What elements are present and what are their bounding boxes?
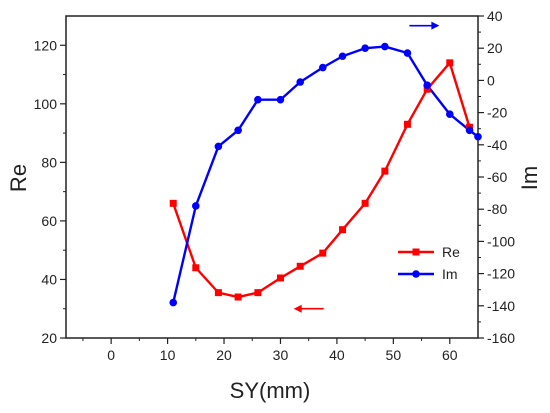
x-tick-label: 0 <box>107 347 115 363</box>
data-point-re <box>446 59 454 67</box>
data-point-re <box>339 226 347 234</box>
y-axis-right-title: Im <box>517 166 542 190</box>
y-right-tick-label: -60 <box>487 169 507 185</box>
data-point-im <box>423 81 432 90</box>
data-point-im <box>338 52 347 61</box>
series-line-im <box>172 45 479 303</box>
data-point-re <box>319 249 327 257</box>
y-right-tick-label: -20 <box>487 105 507 121</box>
y-left-tick-label: 100 <box>34 96 58 112</box>
series-markers-layer <box>169 42 482 307</box>
y-right-tick-label: 20 <box>487 40 503 56</box>
data-point-re <box>169 199 177 207</box>
x-tick-label: 20 <box>216 347 232 363</box>
data-point-re <box>361 199 369 207</box>
arrow-head-im <box>431 21 440 30</box>
x-tick-label: 30 <box>273 347 289 363</box>
y-right-tick-label: -140 <box>487 298 515 314</box>
x-tick-label: 10 <box>160 347 176 363</box>
data-point-im <box>234 126 242 135</box>
data-point-im <box>296 78 305 86</box>
y-axis-left-title: Re <box>6 164 31 192</box>
y-right-tick-label: -80 <box>487 201 507 217</box>
data-point-re <box>381 167 389 175</box>
data-point-im <box>474 132 482 141</box>
data-point-im <box>361 44 369 52</box>
data-point-im <box>192 202 200 210</box>
data-point-im <box>465 126 474 135</box>
y-right-tick-label: 0 <box>487 72 495 88</box>
data-point-re <box>296 262 304 270</box>
plot-frame <box>65 15 479 339</box>
series-lines-layer <box>172 45 479 303</box>
y-left-tick-label: 60 <box>41 213 57 229</box>
y-left-tick-label: 120 <box>34 37 58 53</box>
data-point-re <box>234 293 242 301</box>
data-point-re <box>214 289 222 297</box>
arrow-head-re <box>293 304 302 313</box>
data-point-re <box>423 85 431 93</box>
legend-label-im: Im <box>442 266 458 282</box>
x-tick-label: 50 <box>386 347 402 363</box>
data-point-im <box>276 95 285 104</box>
annotation-layer <box>293 21 440 313</box>
y-left-tick-label: 20 <box>41 330 57 346</box>
y-right-tick-label: -160 <box>487 330 515 346</box>
data-point-im <box>403 49 412 57</box>
x-axis-title: SY(mm) <box>230 378 311 403</box>
data-point-im <box>169 298 178 307</box>
legend-swatch-marker-re <box>412 248 420 256</box>
x-tick-label: 60 <box>442 347 458 363</box>
y-right-tick-label: -120 <box>487 266 515 282</box>
x-tick-label: 40 <box>329 347 345 363</box>
legend-label-re: Re <box>442 244 460 260</box>
data-point-re <box>403 120 411 128</box>
data-point-im <box>318 63 327 72</box>
series-line-re <box>172 61 471 299</box>
data-point-re <box>192 264 200 272</box>
data-point-im <box>381 42 389 51</box>
data-point-im <box>254 95 262 104</box>
data-point-im <box>445 110 454 119</box>
y-right-tick-label: 40 <box>487 8 503 24</box>
plot-frame-layer <box>65 15 479 339</box>
legend: Re Im <box>398 244 460 282</box>
y-right-tick-label: -100 <box>487 233 515 249</box>
legend-swatch-marker-im <box>412 270 420 278</box>
data-point-im <box>214 142 223 151</box>
data-point-re <box>276 274 284 282</box>
y-right-tick-label: -40 <box>487 137 507 153</box>
data-point-re <box>254 289 262 297</box>
y-left-tick-label: 40 <box>41 271 57 287</box>
y-left-tick-label: 80 <box>41 154 57 170</box>
axis-ticks-layer: 0 10 20 30 40 50 60 20 40 60 80 100 120 -160 -140 -120 -… <box>34 8 516 363</box>
